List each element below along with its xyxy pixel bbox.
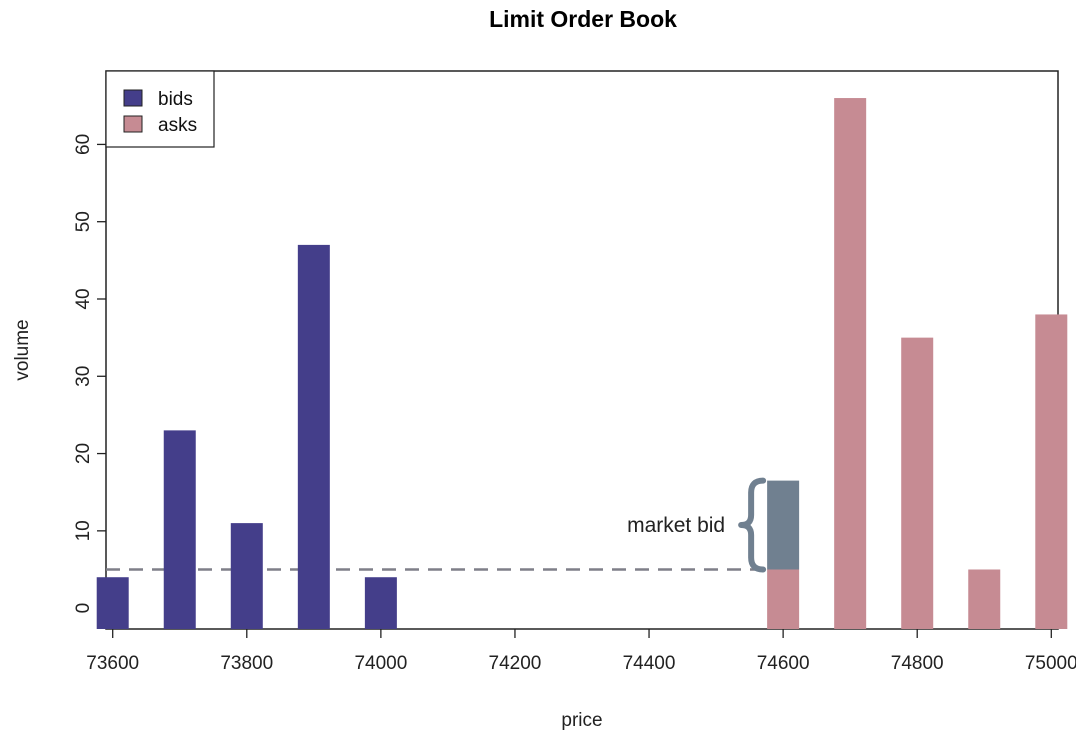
x-tick-label: 74600 [757, 653, 810, 674]
y-axis: 0 10 20 30 40 50 60 [73, 134, 106, 614]
bar-bids-74000 [364, 577, 397, 629]
y-tick-label: 30 [73, 366, 94, 387]
x-tick-label: 74000 [354, 653, 407, 674]
bar-bids-73800 [230, 523, 263, 629]
legend-label-asks: asks [158, 115, 197, 136]
y-tick-label: 50 [73, 211, 94, 232]
legend-swatch-bids [123, 89, 143, 107]
chart-title: Limit Order Book [489, 6, 677, 32]
bars-group [96, 98, 1068, 629]
curly-brace-icon [738, 477, 767, 573]
bar-asks-74700 [834, 98, 867, 629]
bar-asks-74900 [968, 569, 1001, 629]
x-tick-label: 73800 [220, 653, 273, 674]
x-tick-label: 75000 [1025, 653, 1076, 674]
x-axis-label: price [561, 710, 602, 731]
legend: bids asks [105, 70, 215, 148]
bar-asks-74800 [901, 337, 934, 629]
x-tick-label: 74800 [891, 653, 944, 674]
y-axis-label: volume [12, 319, 33, 380]
market-bid-label: market bid [627, 514, 725, 537]
bar-bids-73900 [297, 244, 330, 629]
y-tick-label: 20 [73, 443, 94, 464]
market-bid-bar [767, 480, 800, 570]
bar-asks-74600 [767, 569, 800, 629]
y-tick-label: 0 [73, 603, 94, 614]
legend-box [105, 70, 215, 148]
x-tick-label: 74200 [489, 653, 542, 674]
y-tick-label: 40 [73, 288, 94, 309]
x-tick-label: 73600 [86, 653, 139, 674]
x-tick-label: 74400 [623, 653, 676, 674]
market-bid-annotation: market bid [627, 477, 767, 573]
legend-swatch-asks [123, 115, 143, 133]
bar-bids-73600 [96, 577, 129, 629]
y-tick-label: 10 [73, 520, 94, 541]
x-axis: 73600 73800 74000 74200 74400 74600 74800 75000 [86, 629, 1076, 674]
y-tick-label: 60 [73, 134, 94, 155]
bar-bids-73700 [163, 430, 196, 629]
legend-label-bids: bids [158, 89, 193, 110]
bar-asks-75000 [1035, 314, 1068, 629]
